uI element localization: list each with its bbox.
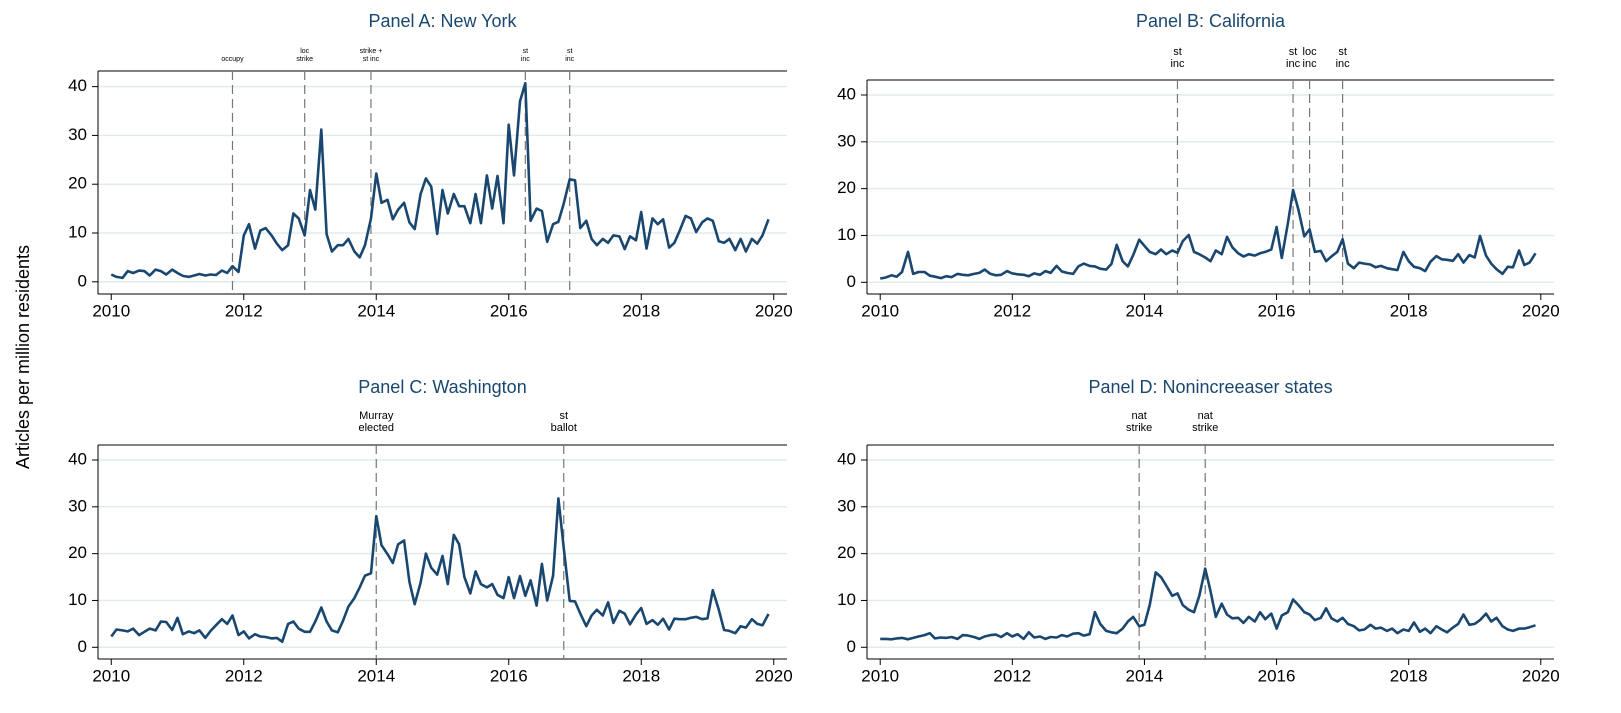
x-tick-label: 2010 <box>92 301 130 320</box>
event-label: st <box>1289 46 1298 58</box>
y-tick-label: 10 <box>837 225 856 244</box>
y-tick-label: 20 <box>837 543 856 562</box>
event-label: inc <box>1336 58 1351 70</box>
panel-title: Panel C: Washington <box>358 377 526 397</box>
event-label: st inc <box>363 56 380 63</box>
event-label: Murray <box>359 410 394 422</box>
x-tick-label: 2010 <box>861 301 899 320</box>
x-tick-label: 2016 <box>490 666 528 685</box>
y-tick-label: 10 <box>837 590 856 609</box>
event-label: ballot <box>551 422 577 434</box>
event-label: strike <box>1192 422 1218 434</box>
event-label: strike <box>296 56 313 63</box>
event-label: st <box>1338 46 1347 58</box>
x-tick-label: 2018 <box>1390 301 1428 320</box>
x-tick-label: 2016 <box>1258 301 1296 320</box>
x-tick-label: 2014 <box>1126 666 1164 685</box>
event-label: strike + <box>360 48 383 55</box>
event-label: inc <box>1303 58 1318 70</box>
y-tick-label: 10 <box>68 222 87 241</box>
y-tick-label: 30 <box>837 496 856 515</box>
y-tick-label: 0 <box>78 271 87 290</box>
data-line <box>880 567 1536 641</box>
x-tick-label: 2018 <box>622 301 660 320</box>
x-tick-label: 2010 <box>92 666 130 685</box>
x-tick-label: 2016 <box>1258 666 1296 685</box>
data-line <box>110 497 770 643</box>
y-tick-label: 20 <box>837 178 856 197</box>
event-label: inc <box>1170 58 1185 70</box>
x-tick-label: 2012 <box>225 301 263 320</box>
x-tick-label: 2020 <box>1522 301 1560 320</box>
y-tick-label: 10 <box>68 590 87 609</box>
y-tick-label: 20 <box>68 174 87 193</box>
y-tick-label: 0 <box>78 637 87 656</box>
y-tick-label: 20 <box>68 543 87 562</box>
x-tick-label: 2020 <box>755 666 793 685</box>
event-label: nat <box>1198 410 1213 422</box>
data-line <box>879 188 1537 280</box>
x-tick-label: 2016 <box>490 301 528 320</box>
y-axis-label: Articles per million residents <box>13 245 33 469</box>
x-tick-label: 2014 <box>1126 301 1164 320</box>
panel-title: Panel B: California <box>1136 11 1286 31</box>
x-tick-label: 2012 <box>993 666 1031 685</box>
panel-title: Panel A: New York <box>368 11 517 31</box>
y-tick-label: 0 <box>847 637 856 656</box>
y-tick-label: 0 <box>847 272 856 291</box>
event-label: loc <box>300 48 309 55</box>
x-tick-label: 2020 <box>1522 666 1560 685</box>
event-label: st <box>567 48 573 55</box>
x-tick-label: 2012 <box>225 666 263 685</box>
y-tick-label: 30 <box>68 496 87 515</box>
event-label: st <box>559 410 568 422</box>
y-tick-label: 30 <box>68 125 87 144</box>
x-tick-label: 2014 <box>357 301 395 320</box>
data-line <box>110 81 770 280</box>
x-tick-label: 2014 <box>357 666 395 685</box>
event-label: occupy <box>221 56 244 63</box>
x-tick-label: 2018 <box>622 666 660 685</box>
event-label: inc <box>521 56 530 63</box>
event-label: inc <box>565 56 574 63</box>
event-label: st <box>523 48 529 55</box>
x-tick-label: 2018 <box>1390 666 1428 685</box>
event-label: inc <box>1286 58 1301 70</box>
event-label: elected <box>359 422 394 434</box>
y-tick-label: 40 <box>837 449 856 468</box>
y-tick-label: 40 <box>837 84 856 103</box>
x-tick-label: 2020 <box>755 301 793 320</box>
event-label: strike <box>1126 422 1152 434</box>
y-tick-label: 40 <box>68 76 87 95</box>
event-label: nat <box>1132 410 1147 422</box>
event-label: st <box>1173 46 1182 58</box>
y-tick-label: 40 <box>68 449 87 468</box>
panel-title: Panel D: Nonincreeaser states <box>1088 377 1332 397</box>
x-tick-label: 2012 <box>993 301 1031 320</box>
y-tick-label: 30 <box>837 131 856 150</box>
x-tick-label: 2010 <box>861 666 899 685</box>
event-label: loc <box>1303 46 1318 58</box>
